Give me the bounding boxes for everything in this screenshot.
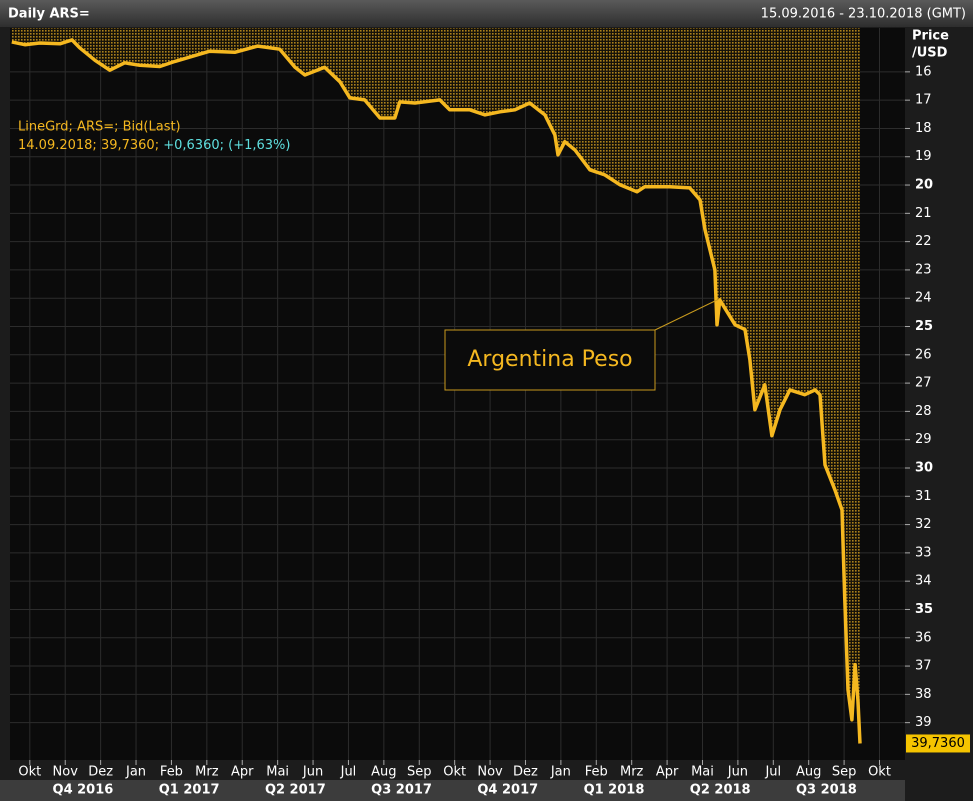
- chart-title: Daily ARS=: [8, 7, 90, 22]
- quarter-bar: [0, 780, 905, 801]
- y-tick-label: 34: [915, 574, 932, 589]
- header-bar: [0, 0, 973, 27]
- y-tick-label: 37: [915, 659, 932, 674]
- x-tick-label: Apr: [231, 765, 254, 780]
- y-tick-label: 19: [915, 149, 932, 164]
- x-tick-label: Nov: [53, 765, 79, 780]
- x-tick-label: Aug: [371, 765, 396, 780]
- quarter-label: Q4 2016: [53, 783, 114, 798]
- x-tick-label: Mai: [266, 765, 289, 780]
- x-tick-label: Mai: [691, 765, 714, 780]
- x-tick-label: Dez: [513, 765, 538, 780]
- x-tick-label: Feb: [160, 765, 183, 780]
- x-tick-label: Okt: [18, 765, 41, 780]
- x-tick-label: Okt: [868, 765, 891, 780]
- y-tick-label: 22: [915, 234, 932, 249]
- quarter-label: Q2 2017: [265, 783, 326, 798]
- y-tick-label: 28: [915, 404, 932, 419]
- x-tick-label: Jun: [302, 765, 323, 780]
- x-tick-label: Jan: [550, 765, 571, 780]
- x-tick-label: Apr: [656, 765, 679, 780]
- y-tick-label: 21: [915, 206, 932, 221]
- marks: [11, 28, 862, 744]
- y-tick-label: 31: [915, 489, 932, 504]
- x-tick-label: Jul: [764, 765, 781, 780]
- x-tick-label: Mrz: [620, 765, 644, 780]
- y-tick-label: 24: [915, 291, 932, 306]
- y-tick-label: 27: [915, 376, 932, 391]
- quarter-label: Q3 2017: [371, 783, 432, 798]
- info-change: +0,6360; (+1,63%): [163, 138, 290, 153]
- y-tick-label: 23: [915, 262, 932, 277]
- y-tick-label: 38: [915, 687, 932, 702]
- quarter-label: Q2 2018: [690, 783, 751, 798]
- area-fill: [11, 28, 861, 744]
- last-value-label: 39,7360: [911, 736, 965, 751]
- x-tick-label: Aug: [796, 765, 821, 780]
- x-tick-label: Jul: [340, 765, 357, 780]
- info-line: LineGrd; ARS=; Bid(Last): [18, 120, 181, 135]
- y-tick-label: 35: [915, 602, 933, 617]
- y-axis-label: Price: [912, 29, 949, 44]
- x-tick-label: Okt: [443, 765, 466, 780]
- quarter-label: Q4 2017: [477, 783, 538, 798]
- date-range: 15.09.2016 - 23.10.2018 (GMT): [761, 7, 966, 22]
- y-axis-label: /USD: [912, 46, 948, 61]
- annotation-box: [444, 329, 656, 391]
- y-tick-label: 33: [915, 545, 932, 560]
- y-tick-label: 30: [915, 460, 933, 475]
- y-tick-label: 25: [915, 319, 933, 334]
- quarter-label: Q1 2017: [159, 783, 220, 798]
- x-tick-label: Jan: [125, 765, 146, 780]
- x-tick-label: Dez: [88, 765, 113, 780]
- x-tick-label: Jun: [727, 765, 748, 780]
- info-value: 14.09.2018; 39,7360;: [18, 138, 159, 153]
- annotation-connector: [654, 299, 718, 331]
- y-tick-label: 29: [915, 432, 932, 447]
- y-tick-label: 17: [915, 93, 932, 108]
- y-tick-label: 36: [915, 630, 932, 645]
- quarter-label: Q1 2018: [584, 783, 645, 798]
- x-tick-label: Feb: [585, 765, 608, 780]
- y-tick-label: 20: [915, 178, 933, 193]
- y-tick-label: 26: [915, 347, 932, 362]
- x-tick-label: Sep: [832, 765, 857, 780]
- annotation: Argentina Peso: [467, 347, 632, 372]
- x-tick-label: Mrz: [195, 765, 219, 780]
- last-value-box: [906, 734, 970, 753]
- x-tick-label: Sep: [407, 765, 432, 780]
- y-tick-label: 16: [915, 64, 932, 79]
- quarter-label: Q3 2018: [796, 783, 857, 798]
- price-line: [11, 38, 862, 744]
- x-tick-label: Nov: [477, 765, 503, 780]
- y-tick-label: 39: [915, 715, 932, 730]
- info-line: 14.09.2018; 39,7360; +0,6360; (+1,63%): [18, 138, 290, 153]
- y-tick-label: 32: [915, 517, 932, 532]
- y-tick-label: 18: [915, 121, 932, 136]
